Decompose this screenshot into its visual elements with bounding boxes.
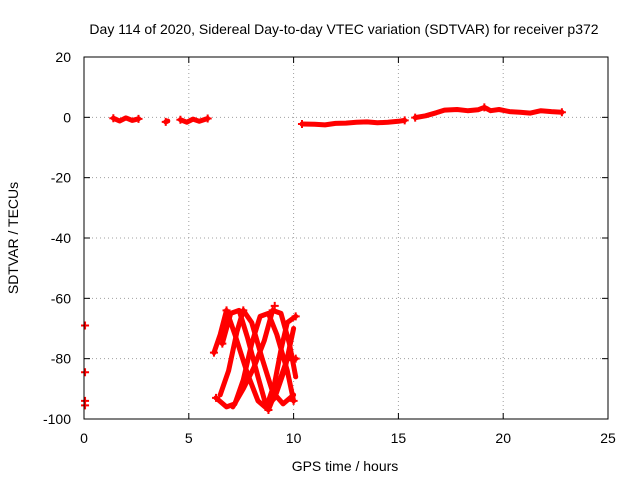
data-trace — [219, 307, 297, 410]
data-point — [176, 115, 185, 124]
x-tick-label: 20 — [495, 430, 511, 446]
chart-title: Day 114 of 2020, Sidereal Day-to-day VTE… — [89, 21, 598, 37]
data-point — [218, 339, 227, 348]
data-point — [411, 113, 420, 122]
data-trace — [412, 104, 565, 121]
data-point — [480, 103, 489, 112]
plot-frame — [83, 56, 609, 420]
data-point — [268, 306, 277, 315]
data-point — [289, 396, 298, 405]
x-tick-label: 15 — [391, 430, 407, 446]
x-tick-labels: 0 5 10 15 20 25 — [80, 430, 616, 446]
data-trace — [217, 307, 297, 407]
series-low-traces — [81, 301, 300, 414]
data-point — [203, 114, 212, 123]
data-point — [81, 401, 90, 410]
y-tick-label: -20 — [51, 170, 71, 186]
y-tick-label: -100 — [43, 411, 71, 427]
data-trace — [263, 313, 299, 410]
x-tick-label: 10 — [286, 430, 302, 446]
data-point — [81, 321, 90, 330]
data-point — [291, 354, 300, 363]
data-point — [400, 116, 409, 125]
y-axis-label: SDTVAR / TECUs — [5, 182, 21, 294]
data-point — [109, 114, 118, 123]
data-point — [297, 119, 306, 128]
data-point — [212, 393, 221, 402]
data-point — [270, 301, 279, 310]
data-series — [81, 103, 566, 414]
y-tick-label: -60 — [51, 290, 71, 306]
grid-lines — [84, 57, 608, 419]
data-point — [291, 312, 300, 321]
x-tick-label: 5 — [185, 430, 193, 446]
data-point — [134, 114, 143, 123]
data-trace — [110, 115, 141, 124]
data-point — [239, 306, 248, 315]
x-tick-label: 0 — [80, 430, 88, 446]
data-point — [161, 117, 170, 126]
y-tick-label: 20 — [55, 49, 71, 65]
data-trace — [177, 116, 211, 125]
y-tick-label: 0 — [63, 109, 71, 125]
x-axis-label: GPS time / hours — [292, 458, 399, 474]
data-point — [209, 348, 218, 357]
data-point — [264, 405, 273, 414]
y-tick-label: -40 — [51, 230, 71, 246]
y-tick-labels: -100 -80 -60 -40 -20 0 20 — [43, 49, 71, 427]
data-trace — [299, 117, 408, 128]
series-near-zero-traces — [109, 103, 566, 128]
data-point — [222, 306, 231, 315]
y-tick-label: -80 — [51, 351, 71, 367]
data-point — [81, 368, 90, 377]
data-trace — [230, 307, 299, 410]
data-point — [557, 108, 566, 117]
x-tick-label: 25 — [600, 430, 616, 446]
